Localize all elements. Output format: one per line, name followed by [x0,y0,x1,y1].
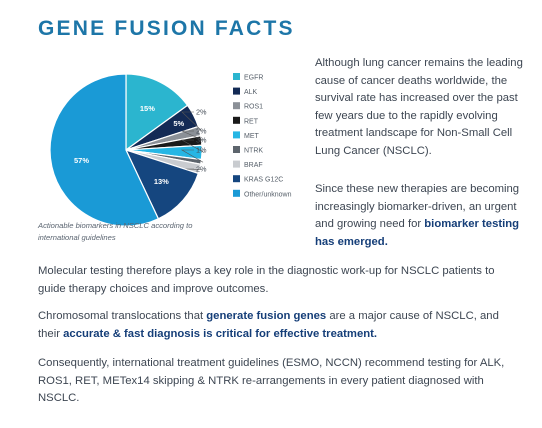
caption-line-1: Actionable biomarkers in NSCLC according… [38,221,193,230]
legend-swatch-met [233,131,240,139]
page-title: GENE FUSION FACTS [38,17,295,40]
legend-swatch-ret [233,116,240,124]
pie-slice-kras-g12c [124,149,200,220]
intro-paragraph: Although lung cancer remains the leading… [315,57,523,157]
legend-label-met: MET [244,133,260,140]
slice-value-ret: 2% [196,127,207,136]
pie-slice-egfr [125,73,189,152]
fusion-genes-emphasis: generate fusion genes [206,310,327,322]
translocation-text-c: are a major cause of NSCLC, and their [38,310,499,340]
slice-value-alk: 5% [173,119,184,128]
translocation-paragraph: Chromosomal translocations that generate… [38,308,508,343]
leader-line-met [180,139,205,153]
legend-label-alk: ALK [244,89,258,96]
slice-value-ntrk: 1% [196,146,207,155]
slice-value-kras-g12c: 13% [154,177,169,186]
slice-value-met: 3% [196,136,207,145]
slice-value-braf: 2% [196,165,207,174]
legend-label-braf: BRAF [244,162,263,169]
legend-swatch-braf [233,160,240,168]
biomarker-paragraph: Since these new therapies are becoming i… [315,181,530,251]
legend-swatch-ntrk [233,146,240,153]
legend-label-ret: RET [244,118,259,125]
legend-label-other-unknown: Other/unknown [244,191,292,198]
pie-slice-other-unknown [49,73,160,227]
legend-swatch-ros1 [233,102,240,110]
legend-swatch-other-unknown [233,189,240,197]
slice-value-ros1: 2% [196,108,207,117]
guidelines-paragraph: Consequently, international treatment gu… [38,357,505,404]
translocation-text-a: Chromosomal translocations that [38,310,207,322]
legend-label-egfr: EGFR [244,75,263,82]
leader-line-ret [181,130,204,141]
legend-swatch-kras-g12c [233,175,240,183]
legend-label-kras-g12c: KRAS G12C [244,177,283,184]
legend-label-ros1: ROS1 [244,104,263,111]
slice-value-other-unknown: 57% [74,156,89,165]
biomarker-emphasis: biomarker testing has emerged. [315,218,520,248]
molecular-testing-paragraph: Molecular testing therefore plays a key … [38,265,495,295]
legend-swatch-egfr [233,73,240,80]
caption-line-2: international guidelines [38,232,116,242]
legend-label-ntrk: NTRK [244,148,263,155]
leader-line-ntrk [180,149,204,163]
chart-caption: Actionable biomarkers in NSCLC according… [38,220,208,243]
biomarker-paragraph-text: Since these new therapies are becoming i… [315,183,520,230]
leader-line-ros1 [181,111,202,131]
diagnosis-emphasis: accurate & fast diagnosis is critical fo… [63,327,378,340]
slice-value-egfr: 15% [140,104,155,113]
legend-swatch-alk [233,87,240,95]
